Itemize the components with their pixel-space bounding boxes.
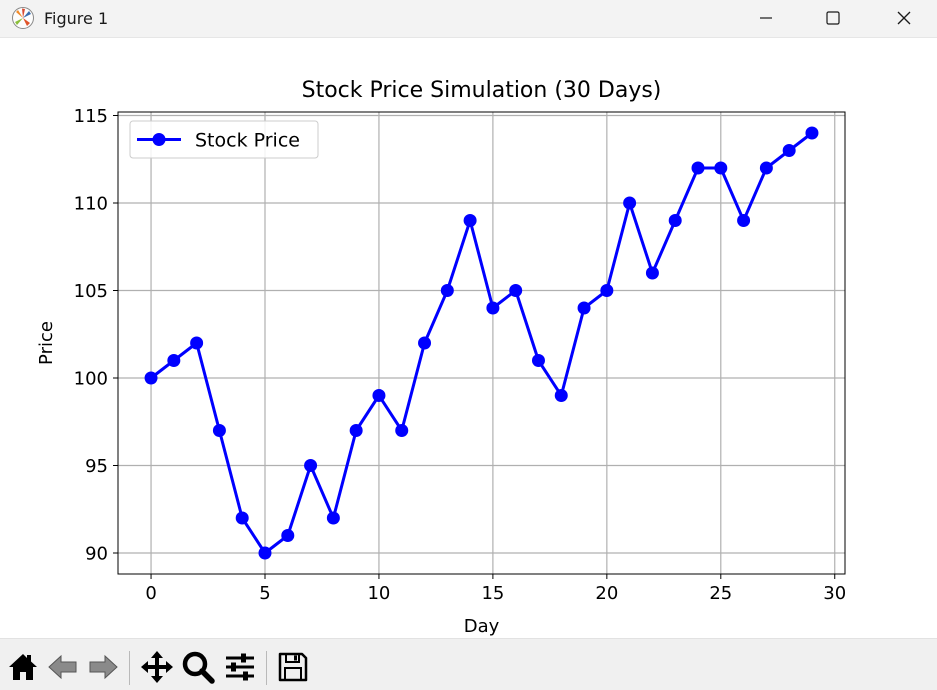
toolbar-separator [266, 651, 267, 685]
data-point [235, 511, 249, 525]
minimize-icon [760, 17, 772, 19]
forward-button[interactable] [85, 649, 121, 685]
home-icon [9, 654, 37, 680]
minimize-button[interactable] [743, 0, 789, 36]
close-icon [897, 11, 911, 25]
close-button[interactable] [881, 0, 927, 36]
data-point [349, 424, 363, 437]
data-point [326, 511, 340, 525]
y-tick-label: 95 [85, 456, 108, 477]
data-point [190, 336, 204, 350]
figure-canvas: 0 5 10 15 20 25 30 90 95 100 105 110 115 Stock Price… [0, 38, 937, 638]
x-axis-label: Day [464, 616, 500, 637]
pan-move-icon [141, 651, 173, 683]
data-point [281, 529, 295, 542]
back-button[interactable] [45, 649, 81, 685]
data-point [668, 214, 682, 227]
x-tick-label: 25 [709, 583, 732, 604]
data-point [440, 284, 454, 297]
save-button[interactable] [275, 649, 311, 685]
legend-box [129, 120, 319, 159]
data-point [372, 389, 386, 402]
data-point [714, 161, 728, 175]
data-point [258, 546, 272, 560]
data-point [395, 424, 409, 437]
forward-arrow-icon [89, 654, 118, 680]
window-titlebar: Figure 1 [0, 0, 937, 38]
back-arrow-icon [48, 654, 77, 680]
data-point [463, 214, 477, 227]
y-tick-label: 115 [74, 106, 108, 127]
maximize-button[interactable] [810, 0, 856, 36]
data-point [782, 144, 796, 157]
y-tick-label: 90 [85, 544, 108, 565]
data-point [645, 266, 659, 280]
x-tick-label: 15 [481, 583, 504, 604]
data-point [418, 336, 432, 350]
data-point [691, 161, 705, 175]
toolbar-separator [129, 651, 130, 685]
x-tick-label: 10 [367, 583, 390, 604]
x-tick-label: 5 [259, 583, 270, 604]
legend-marker-sample [152, 133, 166, 146]
x-tick-label: 0 [145, 583, 156, 604]
data-point [577, 301, 591, 315]
legend-label: Stock Price [195, 130, 300, 152]
data-point [509, 284, 523, 297]
grid-lines [118, 112, 845, 574]
data-point [759, 161, 773, 175]
maximize-icon [826, 11, 840, 25]
y-tick-label: 100 [74, 369, 108, 390]
data-point [623, 196, 637, 210]
save-floppy-icon [278, 652, 308, 682]
home-button[interactable] [5, 649, 41, 685]
y-axis-label: Price [36, 321, 57, 365]
data-point [144, 371, 158, 385]
x-tick-label: 30 [823, 583, 846, 604]
data-point [304, 459, 318, 472]
series-layer [144, 126, 819, 560]
data-point [600, 284, 614, 297]
y-tick-label: 105 [74, 281, 108, 302]
series-line [150, 131, 813, 555]
chart-title: Stock Price Simulation (30 Days) [302, 78, 662, 103]
data-point [531, 354, 545, 367]
line-chart: 0 5 10 15 20 25 30 90 95 100 105 110 115 Stock Price… [36, 78, 847, 637]
legend: Stock Price [129, 120, 319, 159]
axes-frame [117, 111, 846, 575]
matplotlib-logo-icon [12, 7, 34, 29]
window-title: Figure 1 [44, 9, 109, 28]
pan-button[interactable] [139, 649, 175, 685]
data-point [737, 214, 751, 227]
data-point [167, 354, 181, 367]
data-point [212, 424, 226, 437]
data-point [554, 389, 568, 402]
data-point [805, 126, 819, 140]
x-tick-label: 20 [595, 583, 618, 604]
zoom-magnifier-icon [182, 651, 215, 684]
navigation-toolbar [0, 638, 937, 690]
axis-ticks: 0 5 10 15 20 25 30 90 95 100 105 110 115 [74, 106, 847, 604]
configure-subplots-icon [226, 653, 254, 681]
y-tick-label: 110 [74, 194, 108, 215]
configure-subplots-button[interactable] [222, 649, 258, 685]
zoom-button[interactable] [180, 649, 216, 685]
data-point [486, 301, 500, 315]
